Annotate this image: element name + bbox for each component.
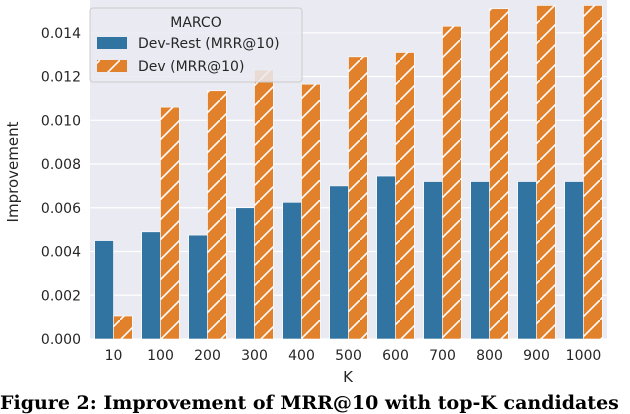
bar-hatch [442,26,462,340]
x-tick-label: 800 [476,348,503,364]
bar-hatch [207,90,227,339]
bar-hatch [395,52,415,339]
bar-dev-rest [423,181,443,340]
bars [94,5,603,340]
bar-dev-rest [376,175,396,340]
bar-dev-rest [517,181,537,340]
x-tick-label: 600 [382,348,409,364]
legend-swatch-dev-hatch [97,60,127,72]
y-tick-label: 0.002 [41,288,81,304]
bar-dev-rest [94,240,114,340]
x-tick-label: 200 [194,348,221,364]
legend-swatch-dev-rest [97,37,127,49]
y-tick-label: 0.000 [41,332,81,348]
x-tick-label: 500 [335,348,362,364]
y-tick-label: 0.004 [41,245,81,261]
bar-chart: 0.000 0.002 0.004 0.006 0.008 0.010 0.012 0.014… [4,0,607,386]
y-tick-label: 0.008 [41,157,81,173]
bar-hatch [536,5,556,339]
figure-caption: Figure 2: Improvement of MRR@10 with top… [0,392,619,414]
y-tick-label: 0.012 [41,70,81,86]
bar-hatch [113,316,133,339]
legend-label-dev-rest: Dev-Rest (MRR@10) [138,36,280,52]
bar-hatch [301,84,321,340]
bar-dev-rest [329,185,349,340]
legend-box [89,7,303,83]
y-tick-label: 0.006 [41,201,81,217]
bar-dev-rest [564,181,584,340]
x-tick-labels: 10 100 200 300 400 500 600 700 800 900 1000 [105,348,602,364]
x-tick-label: 900 [523,348,550,364]
x-tick-label: 1000 [566,348,602,364]
bar-hatch [583,5,603,339]
bar-hatch [254,69,274,340]
bar-dev-rest [235,207,255,340]
x-tick-label: 400 [288,348,315,364]
bar-hatch [348,56,368,340]
bar-dev-rest [141,231,161,340]
x-tick-label: 700 [429,348,456,364]
y-tick-label: 0.010 [41,113,81,129]
y-tick-label: 0.014 [41,26,81,42]
bar-dev-rest [470,181,490,340]
bar-hatch [489,8,509,340]
legend: MARCO Dev-Rest (MRR@10) Dev (MRR@10) [89,7,303,83]
legend-label-dev: Dev (MRR@10) [138,59,244,75]
x-tick-label: 300 [241,348,268,364]
bar-dev-rest [188,234,208,340]
x-tick-label: 100 [147,348,174,364]
y-tick-labels: 0.000 0.002 0.004 0.006 0.008 0.010 0.012 0.014 [41,26,81,348]
y-axis-label: Improvement [4,121,22,222]
x-axis-label: K [343,368,354,386]
bar-hatch [160,107,180,339]
x-tick-label: 10 [105,348,123,364]
legend-title: MARCO [170,15,221,31]
bar-dev-rest [282,202,302,340]
